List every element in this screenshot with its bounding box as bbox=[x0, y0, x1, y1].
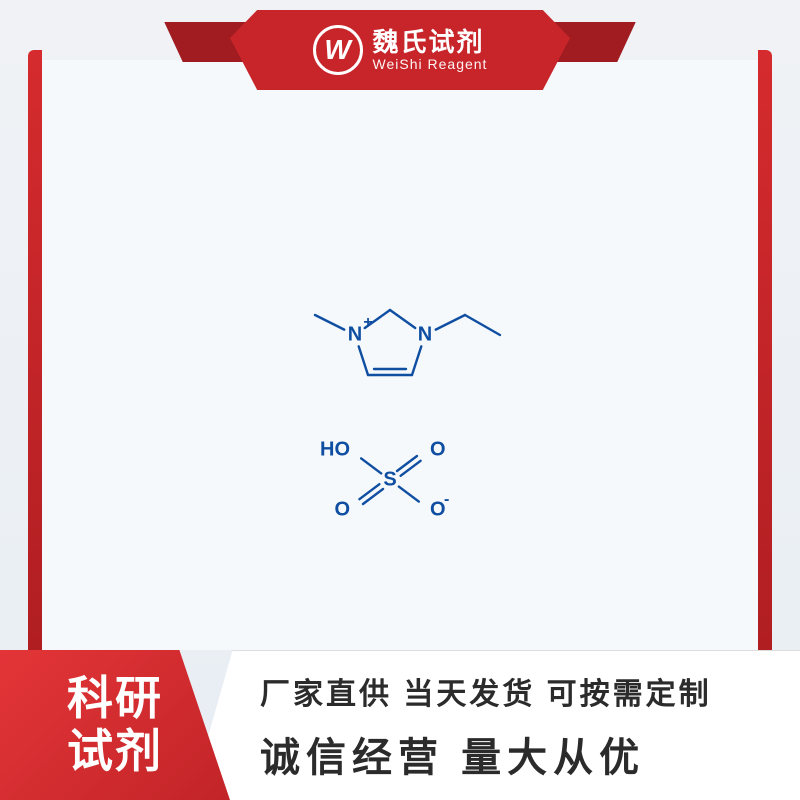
brand-name-cn: 魏氏试剂 bbox=[373, 28, 488, 57]
svg-text:S: S bbox=[383, 468, 396, 490]
svg-text:HO: HO bbox=[320, 438, 350, 460]
logo: W 魏氏试剂 WeiShi Reagent bbox=[313, 25, 488, 75]
page-container: W 魏氏试剂 WeiShi Reagent N+NSHOOOO- 厂家直供 当天… bbox=[0, 0, 800, 800]
chemical-structure-diagram: N+NSHOOOO- bbox=[240, 280, 560, 560]
frame-left bbox=[28, 50, 42, 660]
brand-name-en: WeiShi Reagent bbox=[373, 57, 488, 72]
badge-line2: 试剂 bbox=[67, 725, 163, 778]
svg-text:O: O bbox=[430, 438, 446, 460]
footer: 厂家直供 当天发货 可按需定制 诚信经营 量大从优 科研 试剂 bbox=[0, 650, 800, 800]
logo-mark-icon: W bbox=[313, 25, 363, 75]
svg-text:N: N bbox=[418, 323, 432, 345]
svg-text:+: + bbox=[363, 314, 372, 331]
svg-text:N: N bbox=[348, 323, 362, 345]
badge-line1: 科研 bbox=[67, 672, 163, 725]
header-ribbon: W 魏氏试剂 WeiShi Reagent bbox=[0, 0, 800, 90]
svg-text:O: O bbox=[334, 498, 350, 520]
footer-badge: 科研 试剂 bbox=[0, 650, 230, 800]
tagline-1: 厂家直供 当天发货 可按需定制 bbox=[260, 669, 800, 713]
tagline-2: 诚信经营 量大从优 bbox=[260, 725, 800, 783]
ribbon-center: W 魏氏试剂 WeiShi Reagent bbox=[230, 10, 570, 90]
svg-text:-: - bbox=[444, 491, 449, 508]
footer-taglines: 厂家直供 当天发货 可按需定制 诚信经营 量大从优 bbox=[190, 650, 800, 800]
logo-text: 魏氏试剂 WeiShi Reagent bbox=[373, 28, 488, 72]
frame-right bbox=[758, 50, 772, 660]
